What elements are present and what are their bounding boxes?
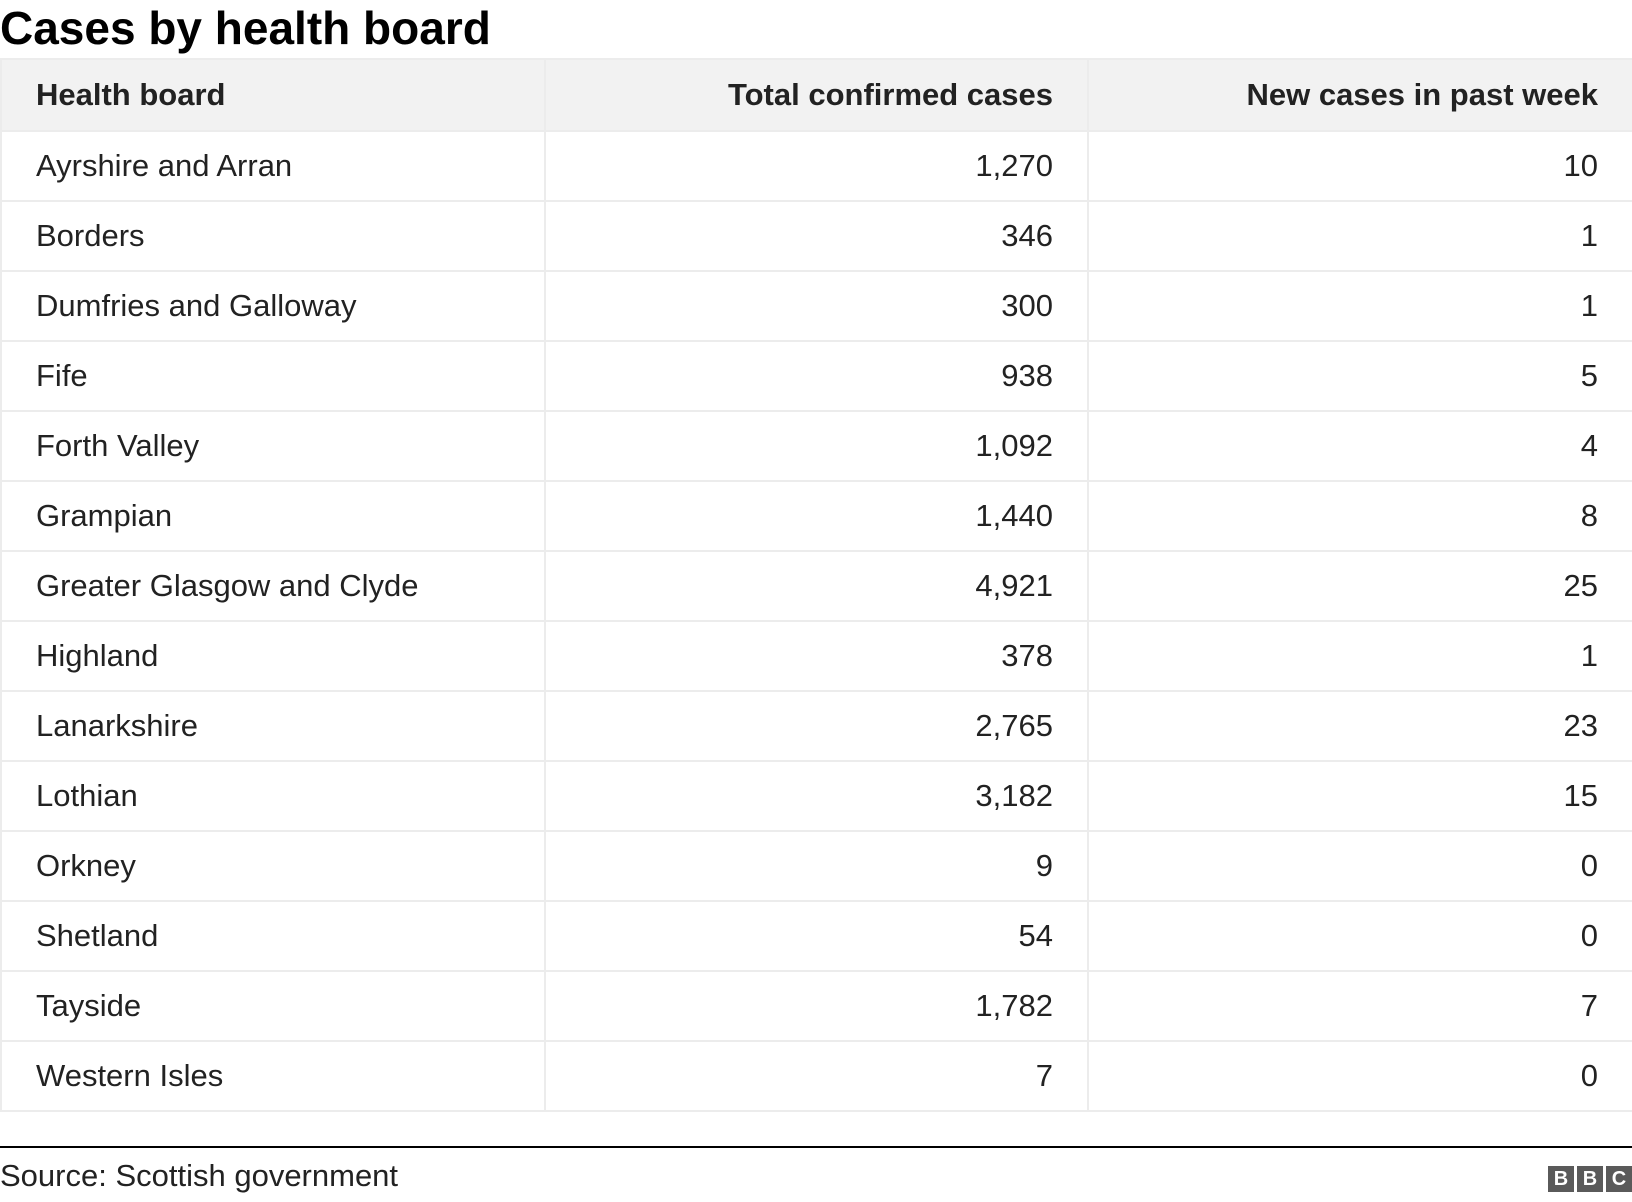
chart-title: Cases by health board — [0, 2, 491, 54]
cell-new-cases: 7 — [1087, 970, 1632, 1042]
table-body: Ayrshire and Arran 1,270 10 Borders 346 1 Dumf… — [0, 130, 1632, 1112]
cell-total-cases: 300 — [544, 270, 1089, 342]
table-row: Grampian 1,440 8 — [0, 480, 1632, 552]
cell-total-cases: 9 — [544, 830, 1089, 902]
cell-total-cases: 2,765 — [544, 690, 1089, 762]
cell-health-board: Highland — [0, 620, 546, 692]
cell-total-cases: 3,182 — [544, 760, 1089, 832]
source-note: Source: Scottish government — [0, 1158, 399, 1193]
cell-health-board: Ayrshire and Arran — [0, 130, 546, 202]
column-header-total-cases: Total confirmed cases — [544, 58, 1089, 132]
cell-health-board: Fife — [0, 340, 546, 412]
cell-health-board: Grampian — [0, 480, 546, 552]
table-row: Greater Glasgow and Clyde 4,921 25 — [0, 550, 1632, 622]
cases-table: Health board Total confirmed cases New c… — [0, 58, 1632, 1112]
bbc-logo: B B C — [1548, 1166, 1632, 1192]
cell-total-cases: 1,440 — [544, 480, 1089, 552]
cell-new-cases: 0 — [1087, 830, 1632, 902]
cell-total-cases: 938 — [544, 340, 1089, 412]
cell-health-board: Shetland — [0, 900, 546, 972]
column-header-health-board: Health board — [0, 58, 546, 132]
cell-new-cases: 10 — [1087, 130, 1632, 202]
cell-new-cases: 4 — [1087, 410, 1632, 482]
table-row: Highland 378 1 — [0, 620, 1632, 692]
cell-health-board: Lanarkshire — [0, 690, 546, 762]
table-header: Health board Total confirmed cases New c… — [0, 58, 1632, 132]
cell-new-cases: 1 — [1087, 200, 1632, 272]
cell-total-cases: 4,921 — [544, 550, 1089, 622]
cell-health-board: Lothian — [0, 760, 546, 832]
table-row: Lothian 3,182 15 — [0, 760, 1632, 832]
header-row: Health board Total confirmed cases New c… — [0, 58, 1632, 132]
cell-health-board: Forth Valley — [0, 410, 546, 482]
table-row: Forth Valley 1,092 4 — [0, 410, 1632, 482]
cell-total-cases: 7 — [544, 1040, 1089, 1112]
cell-new-cases: 23 — [1087, 690, 1632, 762]
table-row: Lanarkshire 2,765 23 — [0, 690, 1632, 762]
cell-new-cases: 25 — [1087, 550, 1632, 622]
cell-health-board: Borders — [0, 200, 546, 272]
cell-total-cases: 1,782 — [544, 970, 1089, 1042]
table-row: Fife 938 5 — [0, 340, 1632, 412]
cell-new-cases: 1 — [1087, 620, 1632, 692]
cell-health-board: Western Isles — [0, 1040, 546, 1112]
cell-new-cases: 0 — [1087, 900, 1632, 972]
logo-letter: B — [1548, 1166, 1574, 1192]
table-row: Tayside 1,782 7 — [0, 970, 1632, 1042]
column-header-new-cases: New cases in past week — [1087, 58, 1632, 132]
table-row: Dumfries and Galloway 300 1 — [0, 270, 1632, 342]
cell-new-cases: 5 — [1087, 340, 1632, 412]
cell-total-cases: 1,270 — [544, 130, 1089, 202]
footer-divider — [0, 1146, 1632, 1148]
table-row: Orkney 9 0 — [0, 830, 1632, 902]
cell-new-cases: 0 — [1087, 1040, 1632, 1112]
table-row: Shetland 54 0 — [0, 900, 1632, 972]
table-row: Ayrshire and Arran 1,270 10 — [0, 130, 1632, 202]
table-row: Borders 346 1 — [0, 200, 1632, 272]
cell-total-cases: 1,092 — [544, 410, 1089, 482]
cell-total-cases: 378 — [544, 620, 1089, 692]
table-row: Western Isles 7 0 — [0, 1040, 1632, 1112]
cell-new-cases: 1 — [1087, 270, 1632, 342]
logo-letter: B — [1577, 1166, 1603, 1192]
cell-new-cases: 15 — [1087, 760, 1632, 832]
cell-total-cases: 346 — [544, 200, 1089, 272]
cell-health-board: Tayside — [0, 970, 546, 1042]
cell-health-board: Dumfries and Galloway — [0, 270, 546, 342]
cell-health-board: Greater Glasgow and Clyde — [0, 550, 546, 622]
cell-total-cases: 54 — [544, 900, 1089, 972]
cell-health-board: Orkney — [0, 830, 546, 902]
logo-letter: C — [1606, 1166, 1632, 1192]
cell-new-cases: 8 — [1087, 480, 1632, 552]
